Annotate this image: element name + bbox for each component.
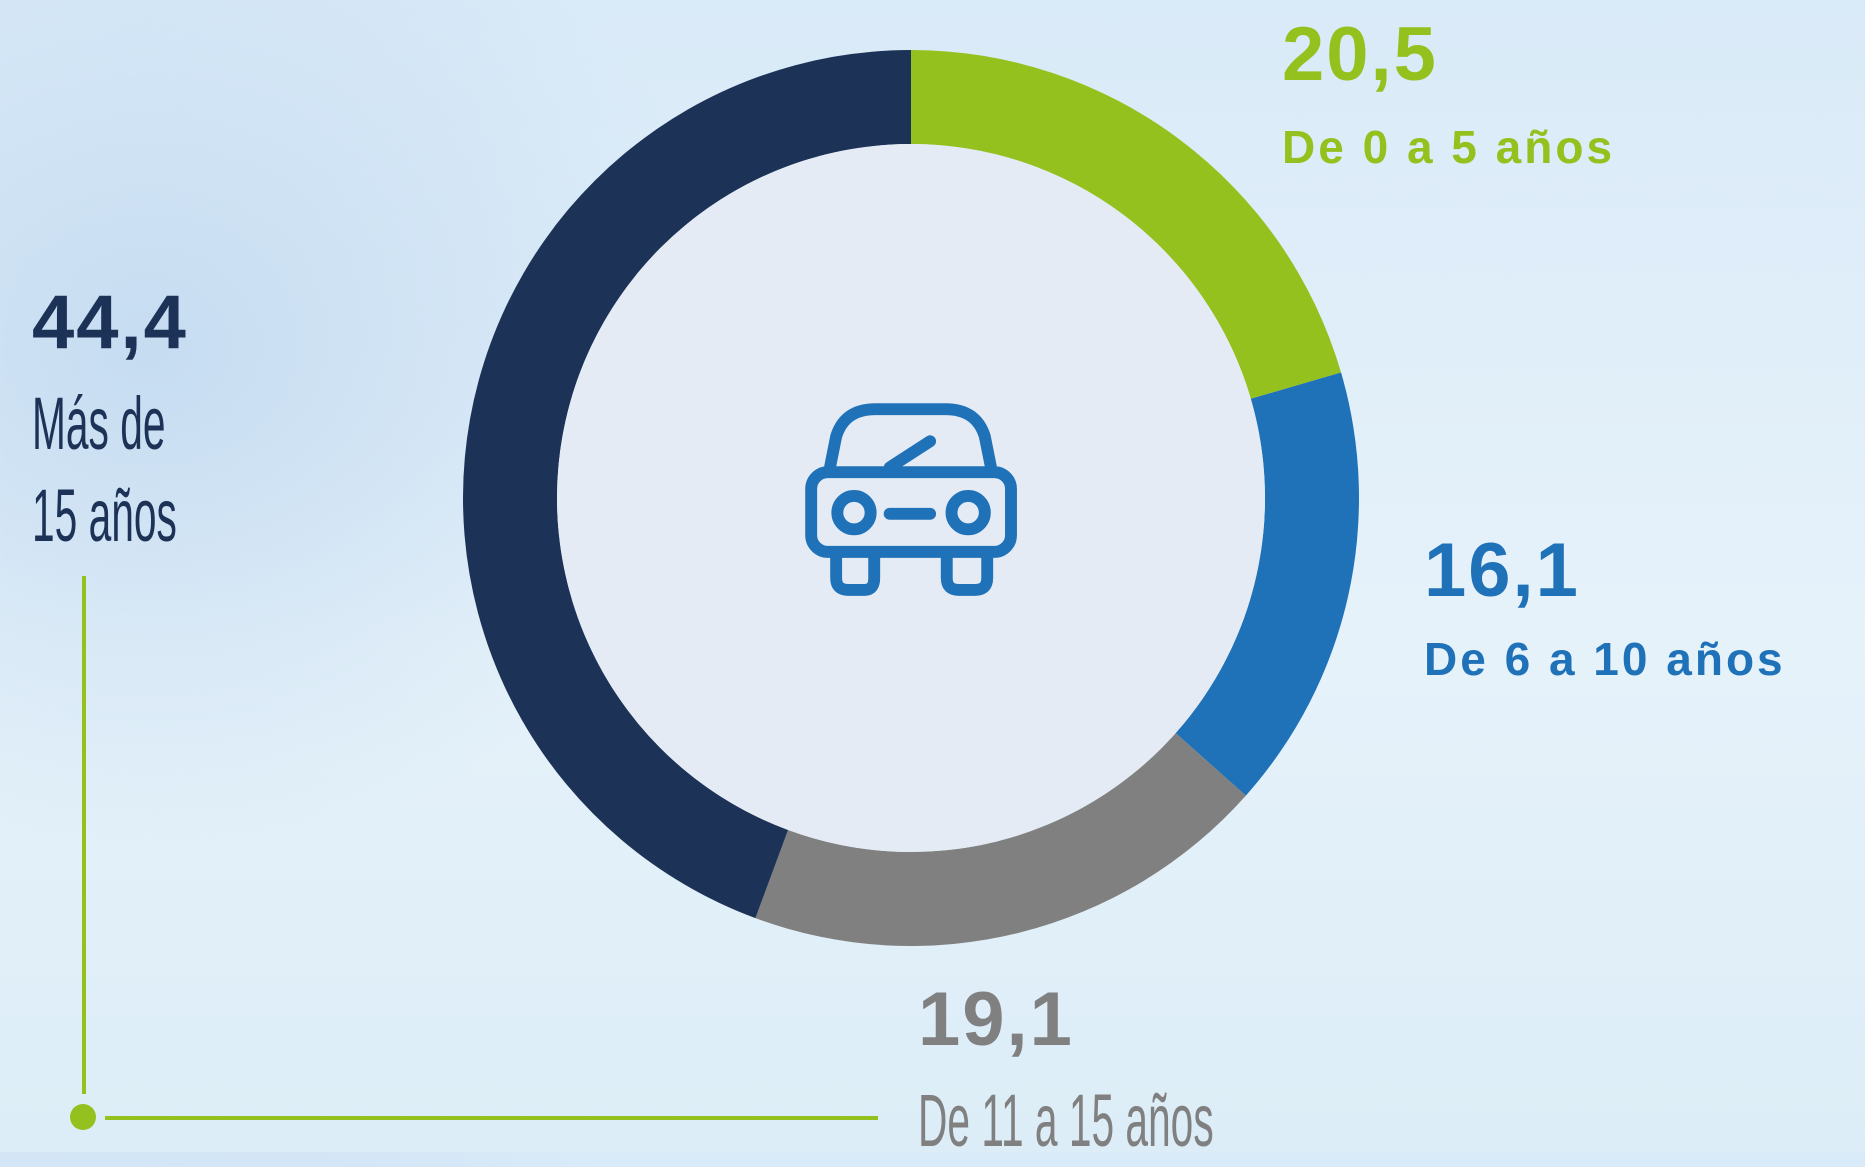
value-label: 16,1 [1424,528,1580,613]
donut-segment [911,50,1342,399]
donut-segment [463,50,911,919]
category-label: De 0 a 5 años [1282,121,1616,173]
value-label: 44,4 [32,280,188,365]
donut-segment [755,733,1246,947]
connector-dot [70,1104,96,1130]
donut-segment [1175,372,1359,796]
category-label: Más de 15 años [32,382,177,557]
category-label: De 11 a 15 años [918,1079,1214,1162]
value-label: 20,5 [1282,12,1438,97]
category-label: De 6 a 10 años [1424,633,1786,685]
value-label: 19,1 [918,977,1074,1062]
donut-hole [557,144,1265,852]
car-icon [805,403,1017,596]
